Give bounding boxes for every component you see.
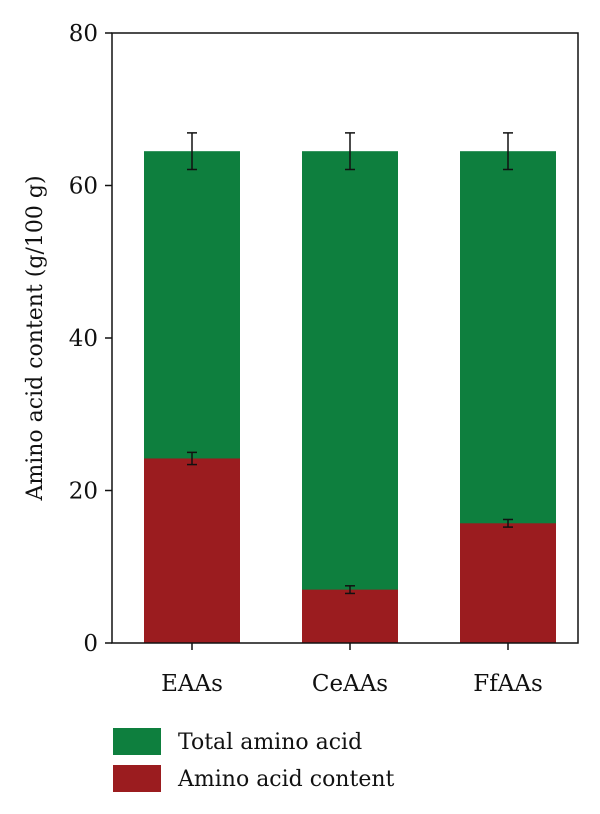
bar-content-eaas — [144, 458, 240, 643]
x-ticks-layer: EAAs CeAAs FfAAs — [161, 643, 543, 697]
y-tick-label: 60 — [69, 174, 98, 200]
bar-total-ceaas — [302, 151, 398, 643]
bars-layer — [144, 151, 556, 643]
y-tick-label: 80 — [69, 21, 98, 47]
error-bar-total-ffaas — [503, 132, 513, 171]
error-bar-total-ceaas — [345, 132, 355, 171]
legend-swatch — [113, 765, 161, 792]
legend-label: Amino acid content — [177, 767, 395, 792]
x-tick-label-eaas: EAAs — [161, 671, 223, 697]
legend: Total amino acid Amino acid content — [113, 728, 395, 792]
y-axis-title: Amino acid content (g/100 g) — [23, 175, 48, 501]
bar-content-ffaas — [460, 523, 556, 643]
error-bar-content-ffaas — [503, 518, 513, 528]
bar-content-ceaas — [302, 589, 398, 643]
y-ticks-layer: 0 20 40 60 80 — [69, 21, 112, 657]
error-bars-layer — [187, 132, 513, 595]
legend-swatch — [113, 728, 161, 755]
legend-label: Total amino acid — [178, 730, 362, 755]
error-bar-content-eaas — [187, 451, 197, 466]
legend-item-total-amino-acid: Total amino acid — [113, 728, 362, 755]
y-tick-label: 40 — [69, 326, 98, 352]
x-tick-label-ffaas: FfAAs — [473, 671, 543, 697]
error-bar-content-ceaas — [345, 585, 355, 595]
y-tick-label: 0 — [83, 631, 98, 657]
legend-item-amino-acid-content: Amino acid content — [113, 765, 395, 792]
error-bar-total-eaas — [187, 132, 197, 171]
y-tick-label: 20 — [69, 479, 98, 505]
x-tick-label-ceaas: CeAAs — [312, 671, 388, 697]
